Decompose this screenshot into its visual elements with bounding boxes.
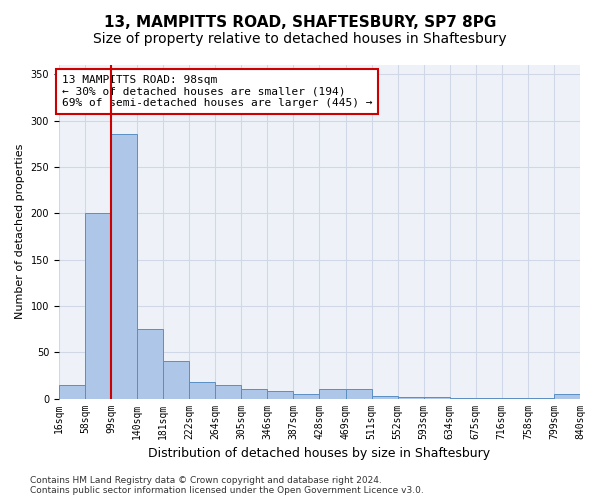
Text: 13 MAMPITTS ROAD: 98sqm
← 30% of detached houses are smaller (194)
69% of semi-d: 13 MAMPITTS ROAD: 98sqm ← 30% of detache… (62, 75, 372, 108)
Bar (137, 329, 163, 398)
Text: 13, MAMPITTS ROAD, SHAFTESBURY, SP7 8PG: 13, MAMPITTS ROAD, SHAFTESBURY, SP7 8PG (104, 15, 496, 30)
Bar (85, 213, 111, 398)
Bar (59, 384, 85, 398)
Text: Size of property relative to detached houses in Shaftesbury: Size of property relative to detached ho… (93, 32, 507, 46)
Bar (398, 396, 424, 398)
Bar (215, 384, 241, 398)
Bar (163, 362, 189, 399)
Bar (293, 394, 319, 398)
Bar (319, 390, 346, 398)
Bar (371, 396, 398, 398)
Bar (241, 390, 268, 398)
Bar (424, 396, 450, 398)
X-axis label: Distribution of detached houses by size in Shaftesbury: Distribution of detached houses by size … (148, 447, 491, 460)
Bar (189, 382, 215, 398)
Bar (111, 134, 137, 398)
Bar (346, 390, 371, 398)
Bar (554, 394, 580, 398)
Y-axis label: Number of detached properties: Number of detached properties (15, 144, 25, 320)
Bar (268, 391, 293, 398)
Text: Contains HM Land Registry data © Crown copyright and database right 2024.
Contai: Contains HM Land Registry data © Crown c… (30, 476, 424, 495)
